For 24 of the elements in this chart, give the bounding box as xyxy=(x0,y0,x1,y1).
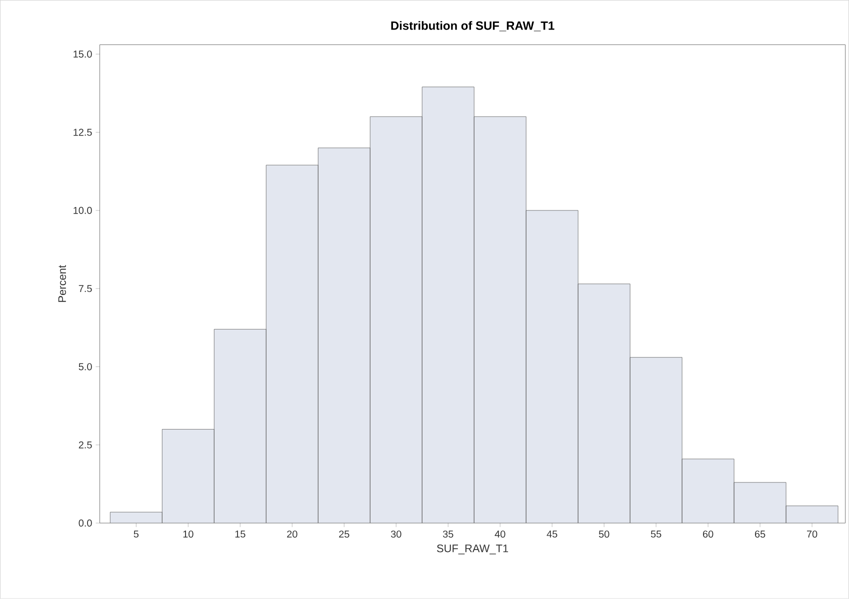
x-tick-label: 30 xyxy=(390,530,402,538)
x-tick-label: 55 xyxy=(650,530,662,538)
chart-title: Distribution of SUF_RAW_T1 xyxy=(391,21,554,32)
x-tick-label: 70 xyxy=(807,530,818,538)
x-tick-label: 25 xyxy=(339,530,350,538)
x-tick-label: 5 xyxy=(134,530,139,538)
y-tick-label: 5.0 xyxy=(78,363,92,370)
x-tick-label: 45 xyxy=(546,530,558,538)
x-tick-label: 35 xyxy=(442,530,454,538)
x-tick-label: 10 xyxy=(183,530,194,538)
x-tick-label: 40 xyxy=(494,530,506,538)
y-tick-label: 10.0 xyxy=(74,206,92,214)
x-tick-label: 50 xyxy=(598,530,610,538)
x-axis-title: SUF_RAW_T1 xyxy=(436,544,508,554)
y-tick-label: 12.5 xyxy=(74,128,92,136)
x-tick-label: 15 xyxy=(235,530,246,538)
y-tick-label: 0.0 xyxy=(78,520,92,527)
y-tick-label: 2.5 xyxy=(78,441,92,449)
y-tick-label: 15.0 xyxy=(74,50,92,58)
x-tick-label: 65 xyxy=(754,530,766,538)
y-axis-title: Percent xyxy=(58,265,66,302)
y-tick-label: 7.5 xyxy=(78,285,92,292)
x-tick-label: 20 xyxy=(287,530,298,538)
x-tick-label: 60 xyxy=(703,530,714,538)
